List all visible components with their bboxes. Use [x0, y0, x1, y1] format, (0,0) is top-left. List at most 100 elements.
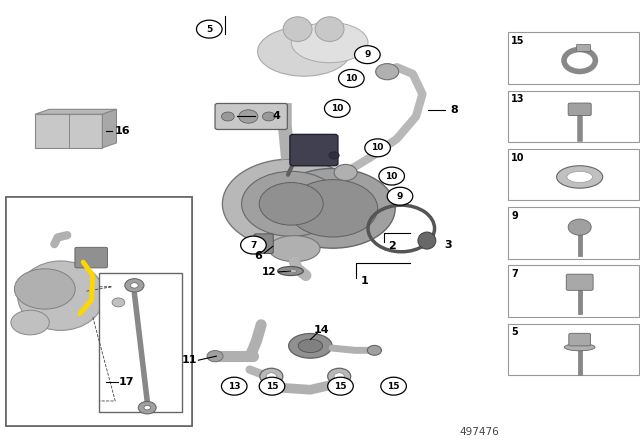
- Text: 1: 1: [360, 276, 368, 286]
- Ellipse shape: [270, 168, 396, 248]
- FancyBboxPatch shape: [569, 333, 591, 346]
- Text: 9: 9: [511, 211, 518, 221]
- FancyBboxPatch shape: [35, 114, 102, 148]
- Bar: [99, 273, 182, 412]
- Text: 7: 7: [511, 269, 518, 279]
- Bar: [508, 265, 639, 317]
- Circle shape: [328, 368, 351, 384]
- Circle shape: [379, 167, 404, 185]
- Bar: [508, 90, 639, 142]
- Circle shape: [221, 377, 247, 395]
- Ellipse shape: [15, 269, 76, 309]
- Circle shape: [239, 110, 258, 123]
- Text: 15: 15: [511, 36, 525, 46]
- FancyBboxPatch shape: [577, 44, 591, 52]
- Text: 7: 7: [250, 241, 257, 250]
- Text: 12: 12: [262, 267, 276, 277]
- Circle shape: [112, 298, 125, 307]
- Circle shape: [339, 69, 364, 87]
- Ellipse shape: [288, 180, 378, 237]
- Circle shape: [381, 377, 406, 395]
- Text: 9: 9: [364, 50, 371, 59]
- Text: 13: 13: [228, 382, 241, 391]
- Text: 13: 13: [511, 95, 525, 104]
- Text: 14: 14: [314, 325, 330, 335]
- Text: 15: 15: [266, 382, 278, 391]
- Text: 10: 10: [385, 172, 398, 181]
- FancyBboxPatch shape: [568, 103, 591, 116]
- Text: 17: 17: [118, 377, 134, 387]
- Polygon shape: [35, 109, 116, 114]
- Ellipse shape: [259, 182, 323, 225]
- Text: 10: 10: [345, 74, 358, 83]
- FancyBboxPatch shape: [254, 234, 273, 254]
- FancyBboxPatch shape: [290, 134, 338, 166]
- Ellipse shape: [367, 345, 381, 355]
- Text: 16: 16: [115, 126, 131, 136]
- Circle shape: [266, 373, 276, 380]
- Text: 10: 10: [331, 104, 344, 113]
- Ellipse shape: [316, 17, 344, 41]
- Circle shape: [221, 112, 234, 121]
- Text: 15: 15: [334, 382, 347, 391]
- Ellipse shape: [298, 339, 323, 353]
- Circle shape: [144, 405, 150, 410]
- Circle shape: [324, 99, 350, 117]
- Circle shape: [259, 377, 285, 395]
- Ellipse shape: [289, 333, 332, 358]
- Bar: [508, 323, 639, 375]
- Bar: [508, 207, 639, 258]
- Circle shape: [568, 219, 591, 235]
- Polygon shape: [102, 109, 116, 148]
- Ellipse shape: [207, 350, 223, 362]
- Circle shape: [334, 164, 357, 181]
- Circle shape: [262, 112, 275, 121]
- Circle shape: [355, 46, 380, 64]
- Text: 4: 4: [273, 112, 280, 121]
- Circle shape: [334, 373, 344, 380]
- FancyBboxPatch shape: [75, 247, 108, 268]
- Ellipse shape: [269, 236, 320, 262]
- Text: 5: 5: [206, 25, 212, 34]
- Text: 497476: 497476: [460, 427, 499, 437]
- Text: 2: 2: [388, 241, 396, 250]
- Ellipse shape: [291, 22, 368, 63]
- Text: 10: 10: [511, 152, 525, 163]
- Bar: [508, 149, 639, 200]
- Ellipse shape: [284, 17, 312, 41]
- Text: 9: 9: [397, 192, 403, 201]
- Ellipse shape: [418, 232, 436, 249]
- Circle shape: [241, 236, 266, 254]
- FancyBboxPatch shape: [215, 103, 287, 129]
- Ellipse shape: [278, 267, 303, 276]
- Bar: [508, 33, 639, 84]
- Text: 3: 3: [444, 240, 452, 250]
- Ellipse shape: [258, 27, 351, 76]
- Circle shape: [260, 368, 283, 384]
- Text: 5: 5: [511, 327, 518, 337]
- Ellipse shape: [17, 261, 104, 331]
- Text: 8: 8: [451, 105, 458, 115]
- Text: 15: 15: [387, 382, 400, 391]
- Circle shape: [196, 20, 222, 38]
- Ellipse shape: [242, 171, 341, 236]
- Circle shape: [138, 401, 156, 414]
- Ellipse shape: [557, 166, 603, 188]
- Bar: [6, 197, 192, 426]
- Ellipse shape: [223, 159, 360, 249]
- Ellipse shape: [567, 171, 593, 183]
- Circle shape: [131, 283, 138, 288]
- Circle shape: [376, 64, 399, 80]
- Ellipse shape: [11, 310, 49, 335]
- Text: 6: 6: [255, 251, 262, 261]
- Text: 11: 11: [182, 355, 197, 365]
- FancyBboxPatch shape: [566, 274, 593, 290]
- Circle shape: [387, 187, 413, 205]
- Circle shape: [365, 139, 390, 157]
- Text: 10: 10: [371, 143, 384, 152]
- Circle shape: [329, 152, 339, 159]
- Bar: [6, 197, 192, 426]
- Circle shape: [125, 279, 144, 292]
- Circle shape: [328, 377, 353, 395]
- Ellipse shape: [284, 269, 297, 273]
